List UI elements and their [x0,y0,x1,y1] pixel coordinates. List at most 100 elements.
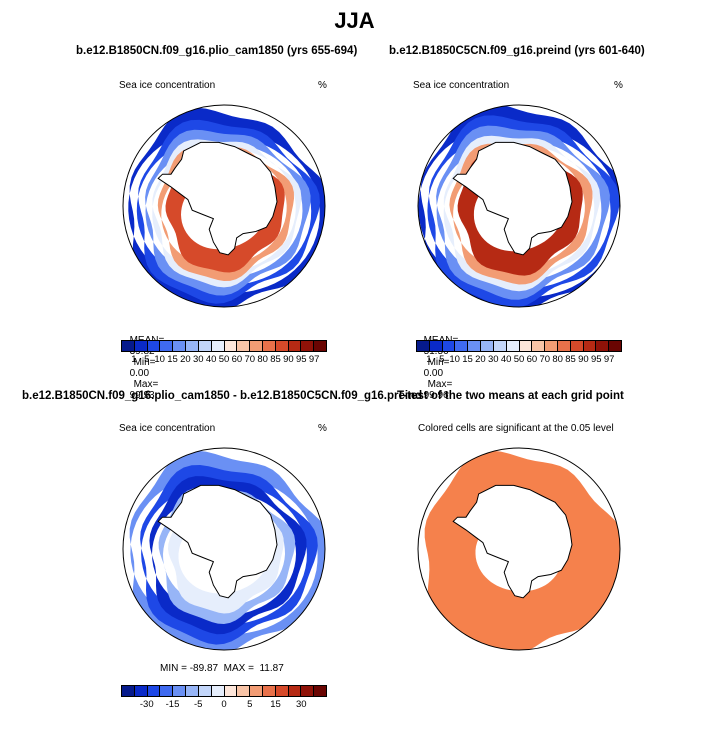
panel-plio-left-string: Sea ice concentration [119,80,216,91]
panel-preind-left-string: Sea ice concentration [413,80,510,91]
colorbar-tick-label: 20 [180,354,191,365]
colorbar-tick-label: 85 [565,354,576,365]
significant-cells [424,450,620,650]
colorbar-box [301,686,315,696]
panel-diff-stats: MIN = -89.87 MAX = 11.87 [160,663,284,674]
colorbar-boxes [416,340,622,352]
colorbar-tick-label: 50 [218,354,230,365]
stat-min-label: Min= [427,357,450,368]
panel-diff-colorbar: -30 -15 -5 0 5 15 30 [121,685,327,710]
colorbar-box [288,686,302,696]
colorbar-tick-label: 5 [439,354,445,365]
colorbar-box [250,686,263,696]
map-border [122,104,326,308]
colorbar-box [211,686,225,696]
colorbar-box [224,341,238,351]
colorbar-box [134,341,148,351]
stat-max-label: Max= [427,379,453,390]
panel-plio-map [122,104,326,308]
panel-diff-title: b.e12.B1850CN.f09_g16.plio_cam1850 - b.e… [22,390,423,402]
colorbar-box [314,686,326,696]
colorbar-tick-label: 5 [144,354,150,365]
colorbar-box [134,686,148,696]
colorbar-tick-label: 85 [270,354,281,365]
panel-preind-title: b.e12.B1850C5CN.f09_g16.preind (yrs 601-… [389,45,645,57]
antarctica-outline [157,141,278,256]
colorbar-box [442,341,456,351]
figure-title: JJA [334,8,375,33]
colorbar-tick-label: 15 [270,699,281,710]
panel-diff-left-string: Sea ice concentration [119,423,216,434]
panel-preind-colorbar: 1 5 10 15 20 30 40 50 60 70 80 85 90 95 97 [416,340,622,365]
stat-max-value: 99.93 [129,390,155,401]
colorbar-tick-label: 70 [244,354,256,365]
colorbar-tick-label: 30 [192,354,204,365]
stat-min-label: Min= [133,357,156,368]
antarctica-outline [452,141,573,256]
colorbar-tick-label: 40 [205,354,217,365]
colorbar-box [198,686,212,696]
colorbar-boxes [121,340,327,352]
colorbar-box [160,686,174,696]
panel-ttest-left-string: Colored cells are significant at the 0.0… [418,423,614,434]
map-border [417,447,621,651]
colorbar-box [186,341,199,351]
colorbar-box [455,341,469,351]
antarctica-outline [157,484,278,599]
colorbar-box [237,686,251,696]
antarctica-outline [452,484,573,599]
colorbar-box [250,341,263,351]
colorbar-tick-label: 0 [221,699,227,710]
colorbar-box [583,341,597,351]
colorbar-tick-label: 30 [295,699,307,710]
colorbar-tick-label: 70 [539,354,551,365]
colorbar-tick-label: 80 [257,354,268,365]
colorbar-tick-label: 20 [475,354,486,365]
colorbar-tick-label: -30 [139,699,154,710]
colorbar-box [275,341,289,351]
panel-plio-colorbar: 1 5 10 15 20 30 40 50 60 70 80 85 90 95 97 [121,340,327,365]
map-border [417,104,621,308]
colorbar-box [519,341,533,351]
panel-ttest-map [417,447,621,651]
colorbar-tick-label: 15 [167,354,178,365]
colorbar-box [224,686,238,696]
colorbar-tick-label: 95 [590,354,602,365]
colorbar-tick-label: 95 [295,354,307,365]
colorbar-tick-label: 40 [500,354,512,365]
colorbar-box [314,341,326,351]
colorbar-box [506,341,520,351]
colorbar-tick-label: 10 [154,354,165,365]
stat-min-value: 0.00 [129,368,150,379]
colorbar-box [275,686,289,696]
colorbar-tick-label: 5 [247,699,253,710]
colorbar-box [288,341,302,351]
colorbar-tick-label: 97 [603,354,615,365]
colorbar-box [545,341,558,351]
colorbar-box [609,341,621,351]
colorbar-box [122,341,135,351]
colorbar-tick-label: 30 [487,354,499,365]
colorbar-tick-label: -5 [194,699,203,710]
colorbar-box [429,341,443,351]
colorbar-tick-label: 60 [526,354,538,365]
colorbar-box [262,341,276,351]
colorbar-box [417,341,430,351]
panel-ttest-title: T-test of the two means at each grid poi… [397,390,624,402]
colorbar-box [262,686,276,696]
colorbar-box [532,341,546,351]
panel-preind-map [417,104,621,308]
colorbar-box [596,341,610,351]
colorbar-tick-label: 1 [426,354,432,365]
stat-min-value: 0.00 [423,368,444,379]
colorbar-box [173,341,187,351]
colorbar-tick-label: 80 [552,354,563,365]
panel-diff-map [122,447,326,651]
colorbar-box [198,341,212,351]
colorbar-box [301,341,315,351]
panel-diff-right-string: % [318,423,327,434]
colorbar-tick-label: 15 [462,354,473,365]
colorbar-box [570,341,584,351]
stat-max-value: 99.96 [423,390,449,401]
colorbar-tick-label: 10 [449,354,460,365]
